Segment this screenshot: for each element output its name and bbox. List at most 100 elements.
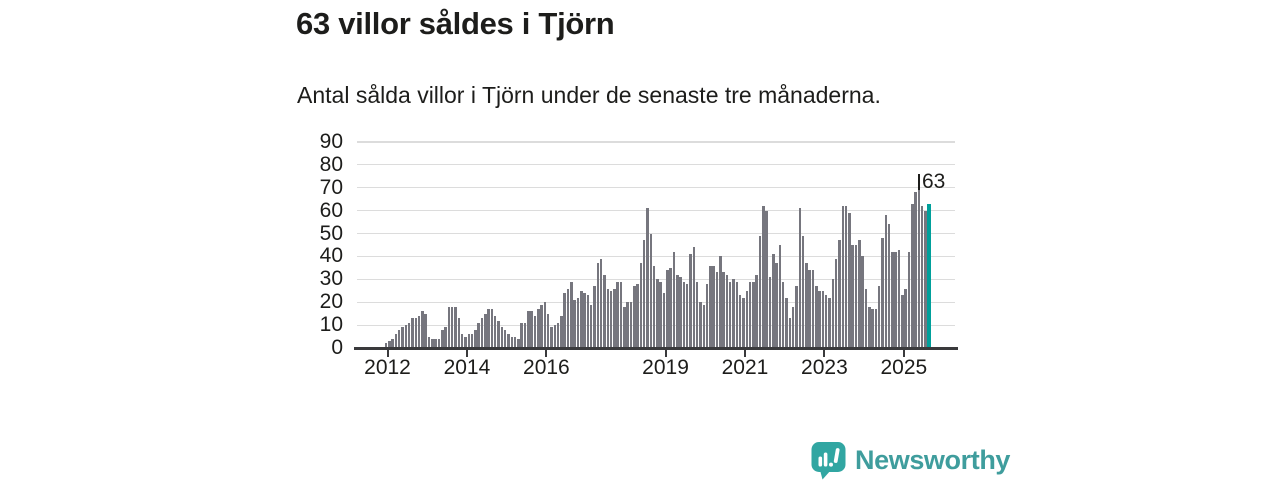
bar — [702, 304, 705, 348]
y-axis-tick-label: 10 — [319, 313, 343, 337]
bar — [566, 288, 570, 348]
bar — [480, 318, 484, 348]
bar — [397, 329, 401, 348]
gridline — [357, 187, 955, 189]
bar — [460, 334, 464, 348]
newsworthy-wordmark: Newsworthy — [855, 445, 1011, 475]
bar — [798, 208, 801, 348]
bar — [685, 283, 689, 348]
bar — [388, 341, 391, 348]
bar — [911, 203, 914, 348]
newsworthy-brand-link[interactable]: Newsworthy — [810, 440, 1010, 480]
x-axis-tick — [743, 349, 746, 357]
bar — [871, 309, 874, 348]
newsworthy-logo-icon — [810, 440, 847, 480]
bar — [904, 288, 907, 348]
x-axis-tick — [823, 349, 826, 357]
gridline — [357, 164, 955, 166]
x-axis-tick-label: 2012 — [364, 356, 411, 379]
bar — [788, 318, 792, 348]
bar — [537, 309, 540, 348]
bar — [679, 277, 682, 348]
bar — [920, 206, 924, 348]
bar — [457, 318, 461, 348]
bar — [603, 274, 606, 348]
bar — [805, 263, 808, 348]
chart-subtitle: Antal sålda villor i Tjörn under de sena… — [297, 82, 881, 108]
y-axis-tick-label: 90 — [319, 130, 343, 153]
gridline — [357, 232, 955, 235]
bar — [728, 281, 732, 348]
bar — [500, 327, 504, 348]
bar — [848, 212, 851, 348]
bar — [699, 302, 702, 348]
bar — [619, 281, 623, 348]
bar — [755, 274, 758, 348]
bar — [527, 311, 530, 348]
bar — [722, 272, 725, 348]
bar — [897, 249, 901, 348]
bar — [719, 256, 722, 348]
bar — [772, 254, 775, 348]
bar — [695, 281, 699, 348]
x-axis-tick — [545, 349, 548, 357]
bar — [629, 302, 633, 348]
bar — [636, 283, 639, 348]
bar — [732, 279, 735, 348]
bar — [477, 322, 480, 348]
bar — [510, 336, 514, 348]
bar — [649, 233, 653, 348]
bar — [868, 306, 871, 348]
bar — [924, 210, 927, 348]
bar — [738, 295, 742, 348]
bar — [874, 309, 878, 348]
bar — [599, 258, 603, 348]
bar — [745, 290, 749, 348]
bar — [851, 245, 854, 348]
bar — [752, 281, 755, 348]
bar — [417, 315, 421, 348]
bar — [613, 288, 616, 348]
bar — [391, 338, 394, 348]
bar — [646, 208, 649, 348]
bar — [596, 263, 600, 348]
bar — [493, 315, 497, 348]
bar — [530, 311, 533, 348]
bar — [715, 272, 719, 348]
bar — [768, 277, 772, 348]
annotation-leader-line — [918, 174, 920, 190]
bar — [454, 306, 457, 348]
bar — [669, 267, 672, 348]
y-axis-tick-label: 50 — [319, 221, 343, 245]
bar — [444, 327, 447, 348]
bar — [424, 313, 427, 348]
bar — [384, 343, 388, 348]
bar — [676, 274, 679, 348]
bar — [765, 210, 768, 348]
bar — [606, 288, 610, 348]
bar — [884, 215, 888, 348]
x-axis-tick-label: 2014 — [443, 356, 491, 379]
bar — [411, 318, 414, 348]
bar — [811, 270, 815, 348]
bar-chart-plot-area: 2012 2014 2016 2019 2021 2023 2025 63 — [354, 141, 958, 379]
bar — [891, 251, 894, 348]
x-axis-tick-label: 2019 — [642, 356, 689, 379]
bar — [407, 322, 411, 348]
bar — [513, 336, 517, 348]
bar — [831, 279, 835, 348]
bar — [901, 295, 904, 348]
bar — [517, 338, 520, 348]
bar — [421, 311, 424, 348]
bar — [434, 338, 437, 348]
y-axis-tick-label: 0 — [331, 336, 343, 359]
x-axis-tick-label: 2023 — [801, 356, 848, 379]
x-axis-line — [354, 347, 958, 350]
bar — [556, 322, 560, 348]
bar — [464, 336, 467, 348]
bar — [523, 322, 527, 348]
bar — [801, 235, 805, 348]
bar — [507, 334, 510, 348]
y-axis-tick-label: 80 — [319, 152, 343, 176]
